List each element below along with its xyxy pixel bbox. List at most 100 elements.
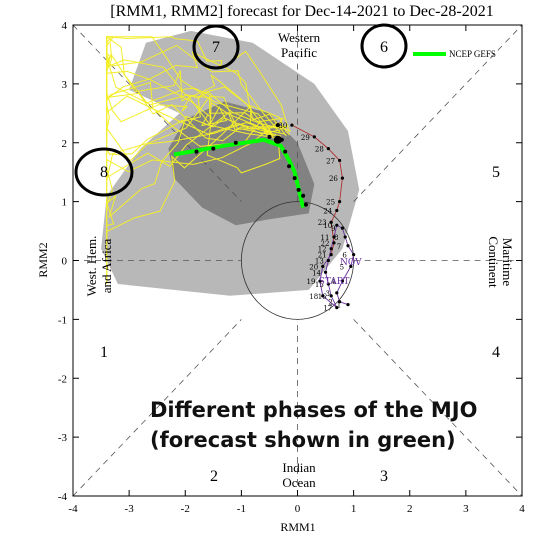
observed-day-marker [349,264,353,268]
y-tick-label: 0 [62,256,68,268]
phase-6-highlight-circle [360,23,408,69]
observed-track-segment [328,148,340,161]
x-tick-label: 1 [351,503,357,515]
observed-day-label: 19 [306,278,315,286]
observed-day-marker [352,253,356,257]
annotation-line1: Different phases of the MJO [150,398,477,422]
phase-8-highlight-circle [74,147,134,197]
observed-day-label: 21 [318,252,327,260]
observed-day-label: 9 [331,225,335,233]
indian-ocean-label-line1: Indian [282,460,316,475]
ensemble-member-track [106,36,274,137]
ensemble-members [106,35,292,285]
x-tick-label: 0 [295,503,301,515]
ensemble-mean-markers [194,123,308,207]
observed-day-label: 26 [329,175,338,183]
observed-month-label: NOV [340,258,362,268]
x-tick-label: -3 [125,503,135,515]
observed-day-label: 23 [318,219,327,227]
legend-label-ncep-gefs: NCEP GEFS [449,49,496,59]
x-tick-label: -4 [68,503,78,515]
observed-track-segment [339,178,343,202]
ensemble-mean-marker [211,146,216,151]
observed-day-marker [335,306,339,310]
ensemble-mean-marker [233,140,238,145]
x-axis-title: RMM1 [280,520,315,534]
observed-track-segment [322,295,338,308]
observed-track-segment [325,272,329,285]
ensemble-mean-marker [267,134,272,139]
observed-day-marker [340,226,344,230]
phase-8-label: 8 [100,164,108,181]
observed-day-marker [340,279,344,283]
x-tick-label: 2 [407,503,413,515]
ensemble-mean-marker [194,149,199,154]
ensemble-mean-marker [296,187,301,192]
ensemble-member-track [106,111,286,284]
observed-day-marker [343,235,347,239]
y-tick-label: -1 [58,314,67,326]
ensemble-mean-marker [292,176,297,181]
west-hem-africa-label-line1: West. Hem. [84,236,99,297]
observed-day-label: 25 [326,199,335,207]
observed-day-marker [329,220,333,224]
observed-day-label: 1 [337,302,341,310]
observed-day-marker [326,147,330,151]
y-axis-title: RMM2 [36,242,50,277]
observed-day-label: 20 [309,263,318,271]
x-tick-label: -2 [181,503,190,515]
ensemble-mean-marker [283,149,288,154]
observed-day-marker [337,158,342,163]
observed-day-label: 7 [337,243,341,251]
phase-7-highlight-circle [192,24,240,70]
observed-track-segment [339,160,343,179]
western-pacific-label-line1: Western [278,30,321,45]
observed-day-marker [335,291,339,295]
observed-track-segment [330,210,338,223]
observed-day-label: 13 [315,258,324,266]
observed-day-label: 3 [326,290,330,298]
observed-day-label: 14 [312,269,321,277]
ensemble-mean-marker [303,202,308,207]
legend: NCEP GEFS [413,49,496,59]
phase-divider-line [353,319,522,496]
west-hem-africa-label-line2: and Africa [99,239,114,294]
ensemble-member-track [106,35,284,130]
maritime-continent-label-line1: Maritime [500,238,515,287]
observed-day-label: 15 [315,281,324,289]
phase-3-label: 3 [380,468,388,485]
plot-area: 1234567891011121314151617181920212223242… [73,25,522,496]
observed-day-label: 12 [318,246,327,254]
observed-day-marker [318,279,322,283]
phase-1-label: 1 [100,344,108,361]
y-tick-label: 4 [62,20,68,32]
y-tick-label: -3 [58,432,68,444]
observed-day-marker [332,235,336,239]
observed-day-label: 18 [309,293,318,301]
phase-divider-line [353,25,522,202]
observed-track-segment [291,124,315,138]
y-tick-label: 2 [62,138,68,150]
observed-day-marker [346,244,350,248]
observed-day-marker [329,247,333,251]
chart-title: [RMM1, RMM2] forecast for Dec-14-2021 to… [110,3,493,20]
observed-track-segment [325,260,329,273]
phase-7-label: 7 [212,39,220,56]
observed-day-label: 17 [323,305,332,313]
observed-day-label: 5 [340,263,344,271]
western-pacific-label-line2: Pacific [281,45,317,60]
observed-track-segment [319,266,324,282]
observed-track-segment [350,254,355,267]
x-tick-label: 4 [519,503,525,515]
observed-day-marker [332,241,336,245]
phase-4-label: 4 [492,344,500,361]
ensemble-mean-marker [301,193,306,198]
phase-divider-line [73,319,242,496]
phase-5-label: 5 [492,164,500,181]
observed-day-marker [340,176,344,180]
observed-track-segment [319,281,324,296]
observed-day-marker [329,294,333,298]
observed-day-marker [326,282,330,286]
observed-day-marker [323,270,328,274]
